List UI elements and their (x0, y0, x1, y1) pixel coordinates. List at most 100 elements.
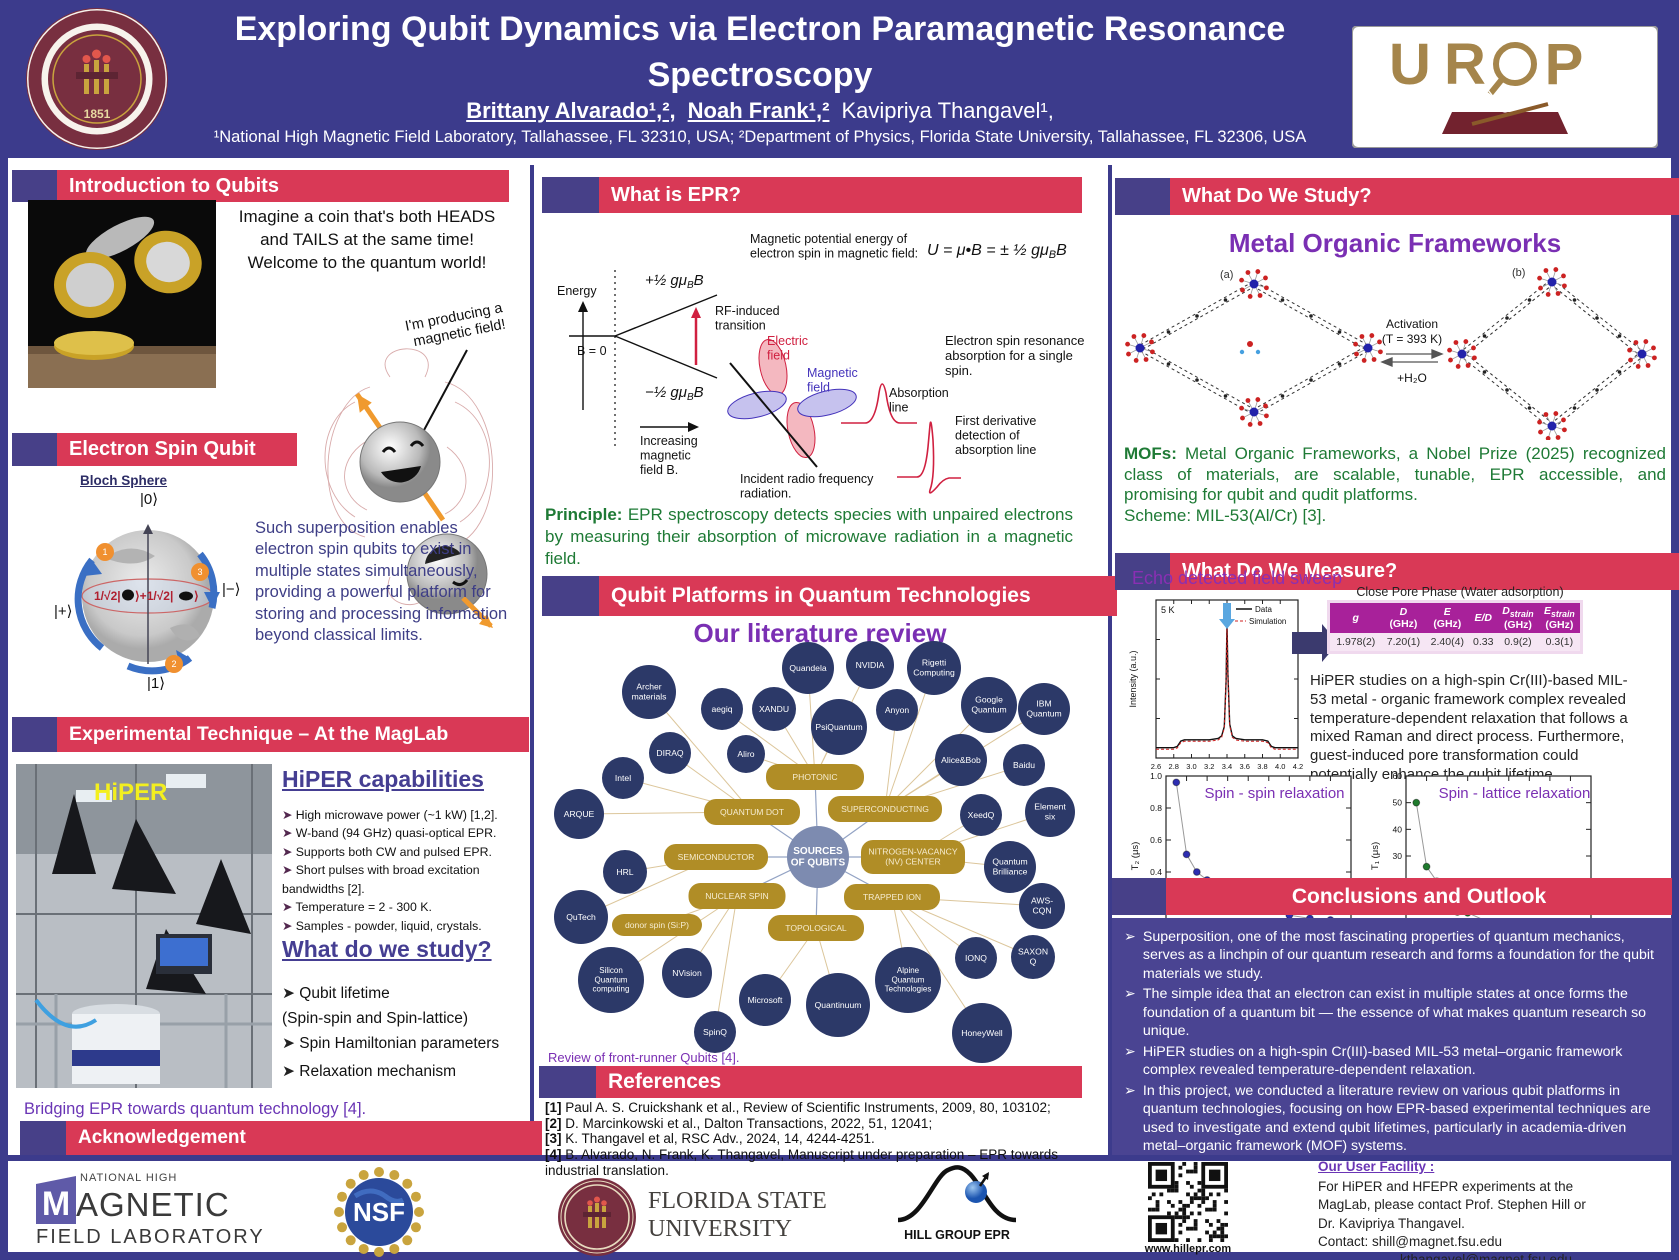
author-name: Noah Frank¹,² (687, 98, 830, 123)
company-node (1011, 935, 1055, 979)
b0-label: B = 0 (577, 344, 607, 358)
study-item: Qubit lifetime (282, 980, 522, 1007)
poster-title-line2: Spectroscopy (647, 56, 873, 94)
svg-text:1/√2|: 1/√2| (94, 589, 121, 603)
metal-node-icon (1239, 269, 1269, 299)
svg-text:40: 40 (1393, 824, 1403, 834)
metal-node-icon (1125, 333, 1155, 363)
svg-text:R: R (1444, 32, 1486, 97)
company-node (1019, 883, 1065, 929)
svg-text:0.6: 0.6 (1150, 835, 1162, 845)
company-node (984, 841, 1036, 893)
platform-node-nv (861, 840, 965, 874)
section-title: What is EPR? (611, 183, 742, 206)
svg-text:XeedQ: XeedQ (968, 810, 995, 820)
fsu-name: FLORIDA STATE UNIVERSITY (648, 1188, 827, 1242)
potential-energy-label: Magnetic potential energy of electron spi… (750, 232, 918, 260)
company-node (602, 757, 644, 799)
spin-cartoon: I'm producing amagnetic field! (324, 300, 508, 628)
svg-text:T₂ (μs): T₂ (μs) (1130, 842, 1141, 871)
falling-coins-photo (28, 200, 216, 388)
hiper-instrument-photo: HiPER (16, 764, 272, 1088)
svg-text:3.0: 3.0 (1186, 762, 1196, 771)
svg-text:Microsoft: Microsoft (748, 995, 783, 1005)
company-node (727, 735, 765, 773)
company-node (1003, 744, 1045, 786)
svg-text:Spin - lattice relaxation: Spin - lattice relaxation (1439, 785, 1591, 802)
svg-text:0.4: 0.4 (1150, 867, 1162, 877)
metal-node-icon (1447, 339, 1477, 369)
absorption-line-label: Absorption line (889, 386, 949, 414)
bloch-sphere-label: Bloch Sphere (80, 473, 168, 488)
svg-text:50: 50 (1393, 798, 1403, 808)
epr-diagram: Magnetic potential energy of electron spi… (557, 232, 1084, 500)
edfs-chart: 2.6 2.8 3.0 3.2 3.4 3.6 3.8 4.0 4.2 5 K Data Simula… (1128, 599, 1303, 786)
svg-text:60: 60 (1393, 771, 1403, 781)
conclusion-bullet: HiPER studies on a high-spin Cr(III)-bas… (1124, 1043, 1656, 1080)
book-icon (1442, 88, 1568, 134)
capability-item: Supports both CW and pulsed EPR. (282, 843, 522, 861)
svg-text:SEMICONDUCTOR: SEMICONDUCTOR (678, 852, 755, 862)
hiper-capabilities-title: HiPER capabilities (282, 766, 484, 792)
table-header-cell: Estrain (GHz) (1538, 601, 1582, 634)
company-node (1018, 683, 1070, 735)
bridging-text: Bridging EPR towards quantum technology … (24, 1100, 367, 1118)
em-wave-icon (727, 338, 857, 468)
table-value-cell: 7.20(1) (1386, 636, 1421, 649)
svg-text:NVIDIA: NVIDIA (856, 660, 885, 670)
facility-line: Dr. Kavipriya Thangavel. (1318, 1215, 1465, 1231)
company-node (554, 789, 604, 839)
reference-item: [2] D. Marcinkowski et al., Dalton Trans… (545, 1115, 933, 1131)
svg-text:30: 30 (1393, 851, 1403, 861)
state-1: |1⟩ (147, 675, 165, 692)
electric-field-label: Electric field (767, 334, 808, 362)
field-lines-icon (324, 348, 494, 605)
metal-node-icon (1627, 339, 1657, 369)
platform-node-qdot (704, 799, 800, 825)
nsf-logo: NSF (334, 1167, 424, 1257)
company-node (1025, 787, 1075, 837)
svg-text:2.8: 2.8 (1169, 762, 1179, 771)
section-title: References (608, 1070, 722, 1093)
svg-text:TOPOLOGICAL: TOPOLOGICAL (785, 923, 847, 933)
svg-text:2: 2 (171, 659, 176, 669)
platform-node-nuc (688, 883, 786, 909)
facility-email2: kthangavel@magnet.fsu.edu (1400, 1252, 1573, 1260)
svg-text:QuTech: QuTech (566, 912, 596, 922)
maglab-m-icon: M (36, 1184, 76, 1224)
svg-text:donor spin (Si:P): donor spin (Si:P) (625, 920, 689, 930)
conclusions-panel: Superposition, one of the most fascinati… (1112, 918, 1672, 1155)
svg-text:4.2: 4.2 (1293, 762, 1303, 771)
company-node (907, 641, 961, 695)
spin-down-sphere (406, 533, 488, 615)
mof-label-a: (a) (1220, 269, 1233, 281)
absorption-line-curve (841, 383, 917, 424)
derivative-curve (897, 421, 961, 494)
section-header-what-do-we-measure: What Do We Measure? (1115, 553, 1679, 590)
maglab-logo: NATIONAL HIGH M AGNETIC FIELD LABORATORY (36, 1172, 265, 1249)
section-header-experimental: Experimental Technique – At the MagLab (12, 717, 529, 752)
speech-text: I'm producing amagnetic field! (404, 300, 508, 351)
qubit-platform-network: PHOTONIC QUANTUM DOT SUPERCONDUCTING SEMICO… (554, 641, 1075, 1063)
epr-formula: U = μ•B = ± ½ gμBB (927, 242, 1067, 261)
svg-text:⟩+1/√2|: ⟩+1/√2| (135, 589, 173, 603)
metal-node-icon (1239, 397, 1269, 427)
upper-level-label: +½ gμBB (645, 272, 704, 291)
section-title: Conclusions and Outlook (1291, 884, 1547, 908)
svg-text:2.6: 2.6 (1151, 762, 1161, 771)
table-value-cell: 0.9(2) (1504, 636, 1532, 649)
section-header-references: References (539, 1066, 1082, 1098)
resonance-label: Electron spin resonance absorption for a … (945, 333, 1084, 378)
capability-item: Short pulses with broad excitation bandw… (282, 861, 522, 898)
section-title: Introduction to Qubits (69, 174, 279, 197)
svg-text:DIRAQ: DIRAQ (656, 748, 684, 758)
spin-hamiltonian-table: g D (GHz) E (GHz) E/D Dstrain (GHz) Estrain (GHz)… (1327, 600, 1583, 655)
activation-label2: (T = 393 K) (1382, 332, 1442, 346)
section-header-epr: What is EPR? (542, 177, 1082, 213)
poster-title-line1: Exploring Qubit Dynamics via Electron Pa… (234, 10, 1286, 48)
